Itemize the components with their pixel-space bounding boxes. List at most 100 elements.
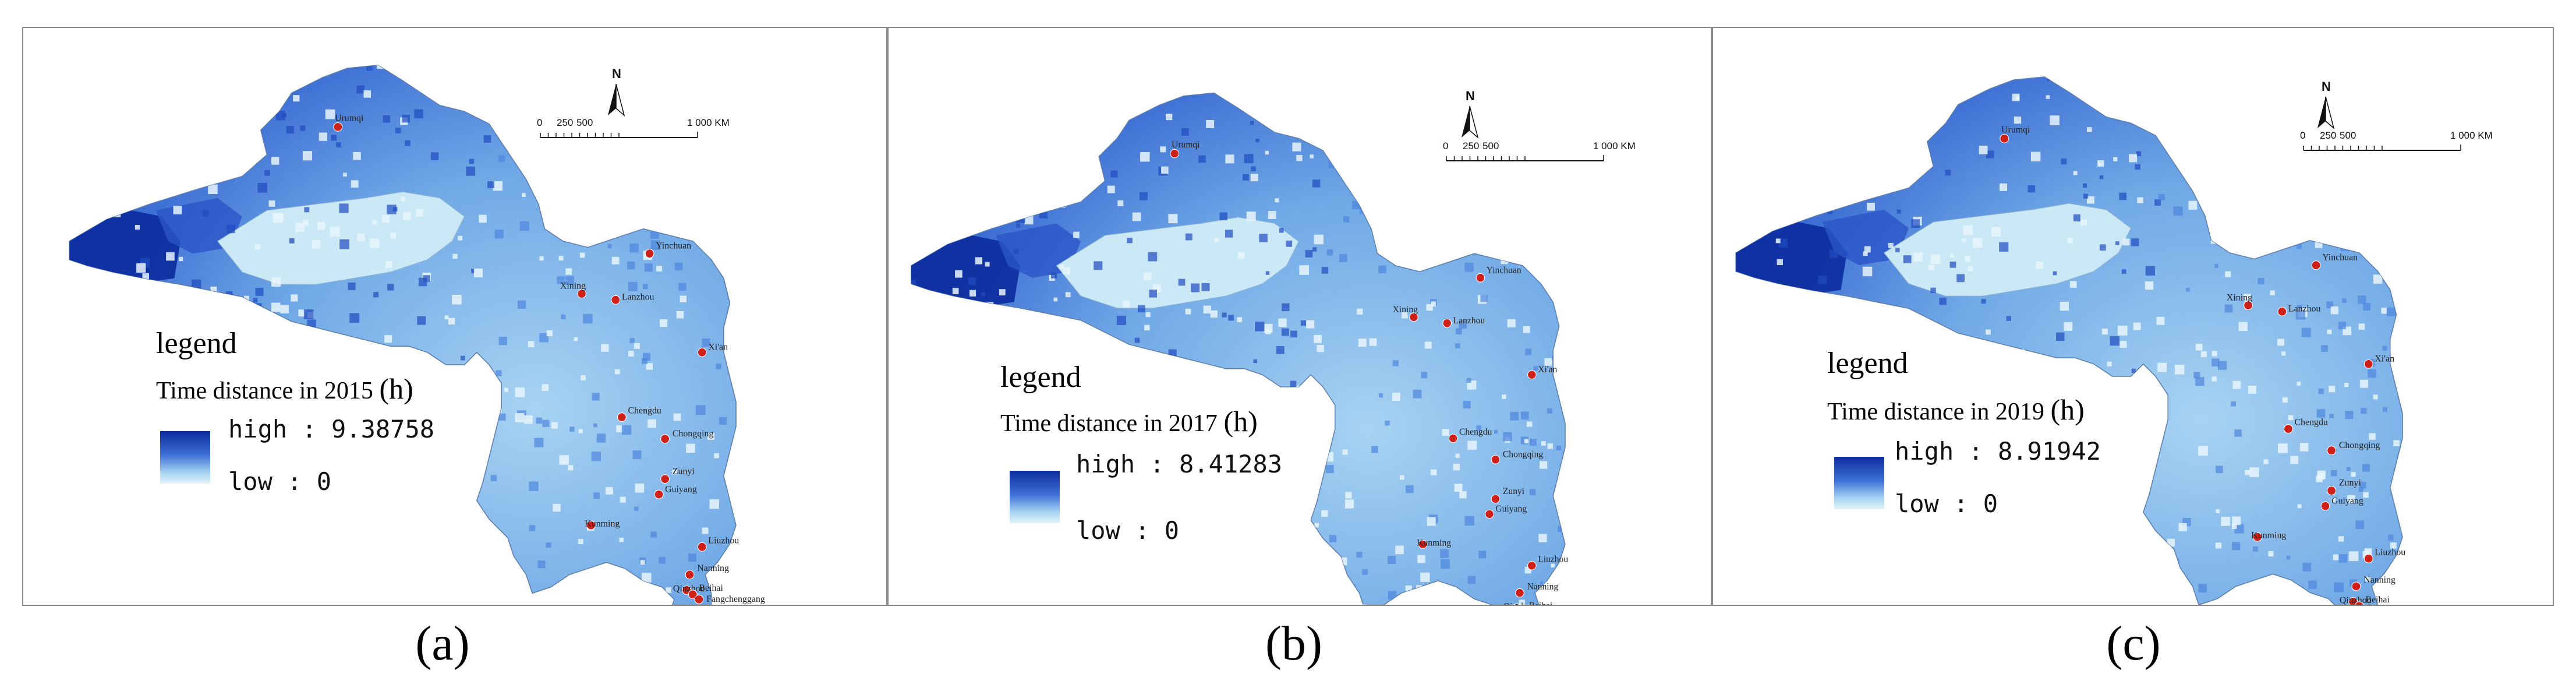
raster-cell	[581, 375, 586, 380]
raster-cell	[1747, 487, 1757, 496]
raster-cell	[646, 363, 653, 370]
raster-cell	[1299, 265, 1309, 275]
raster-cell	[1435, 592, 1443, 601]
raster-cell	[1855, 560, 1864, 570]
raster-cell	[1168, 214, 1178, 224]
raster-cell	[930, 243, 936, 250]
raster-cell	[1046, 132, 1053, 139]
raster-cell	[999, 289, 1006, 296]
raster-cell	[2115, 241, 2119, 245]
raster-cell	[95, 361, 101, 366]
raster-cell	[494, 230, 504, 239]
raster-cell	[709, 499, 719, 509]
raster-cell	[498, 155, 505, 163]
city-marker	[660, 474, 670, 484]
raster-cell	[1485, 109, 1492, 115]
raster-cell	[983, 577, 989, 583]
raster-cell	[1849, 510, 1857, 517]
raster-cell	[946, 185, 954, 192]
raster-cell	[997, 98, 1003, 104]
raster-cell	[530, 118, 536, 124]
raster-cell	[311, 56, 319, 64]
raster-cell	[1836, 313, 1846, 323]
raster-cell	[2378, 144, 2388, 154]
raster-cell	[975, 553, 980, 558]
raster-cell	[421, 492, 426, 497]
raster-cell	[961, 215, 968, 222]
raster-cell	[1140, 152, 1150, 162]
raster-cell	[2301, 179, 2311, 190]
raster-cell	[558, 256, 564, 261]
raster-cell	[1290, 516, 1296, 521]
raster-cell	[1028, 103, 1037, 111]
raster-cell	[385, 260, 392, 268]
raster-cell	[106, 67, 116, 77]
raster-cell	[1237, 480, 1246, 488]
raster-cell	[1250, 174, 1258, 182]
raster-cell	[2083, 487, 2090, 493]
raster-cell	[372, 220, 377, 225]
raster-cell	[462, 394, 471, 404]
raster-cell	[985, 262, 990, 267]
raster-cell	[1803, 555, 1811, 563]
raster-cell	[1167, 549, 1173, 555]
raster-cell	[1770, 162, 1780, 171]
raster-cell	[2198, 446, 2208, 456]
raster-cell	[2375, 93, 2382, 99]
city-label: Yinchuan	[656, 241, 691, 251]
legend-subtitle-text: Time distance in 2017	[1000, 410, 1218, 437]
raster-cell	[2338, 554, 2348, 563]
raster-cell	[620, 96, 629, 104]
raster-cell	[1242, 174, 1249, 181]
raster-cell	[81, 591, 91, 602]
raster-cell	[971, 387, 976, 393]
raster-cell	[402, 115, 410, 123]
raster-cell	[1494, 429, 1498, 434]
raster-cell	[2026, 499, 2032, 505]
raster-cell	[2187, 111, 2192, 117]
raster-cell	[1385, 93, 1390, 98]
city-marker	[1409, 312, 1418, 322]
raster-cell	[1088, 600, 1095, 606]
raster-cell	[1455, 343, 1460, 348]
raster-cell	[1392, 393, 1400, 401]
raster-cell	[2301, 327, 2311, 337]
raster-cell	[261, 523, 266, 527]
raster-cell	[62, 153, 69, 160]
city-label: Qinzhou	[673, 584, 705, 594]
map-panel-a: Urumqi Yinchuan Xining Lanzhou Xi'an Chengdu C…	[22, 27, 887, 606]
raster-cell	[1761, 366, 1767, 372]
raster-cell	[408, 564, 416, 572]
legend-low: low : 0	[228, 467, 332, 496]
legend-low-label: low	[1895, 489, 1939, 518]
raster-cell	[525, 170, 533, 177]
raster-cell	[1842, 101, 1849, 108]
raster-cell	[1086, 357, 1095, 365]
raster-cell	[2135, 164, 2140, 170]
raster-cell	[2205, 105, 2214, 115]
raster-cell	[239, 495, 247, 503]
raster-cell	[919, 514, 925, 520]
raster-cell	[294, 365, 300, 372]
raster-cell	[1132, 212, 1141, 221]
raster-cell	[1919, 132, 1923, 136]
raster-cell	[1000, 336, 1007, 343]
raster-cell	[447, 75, 453, 80]
raster-cell	[456, 376, 466, 386]
legend-high-label: high	[1895, 437, 1954, 466]
raster-cell	[2345, 411, 2354, 419]
raster-cell	[395, 128, 401, 133]
raster-cell	[1096, 582, 1101, 587]
raster-cell	[295, 557, 304, 566]
raster-cell	[450, 410, 459, 419]
raster-cell	[2078, 505, 2085, 512]
raster-cell	[2362, 180, 2370, 188]
caption-c: (c)	[2106, 616, 2161, 671]
raster-cell	[592, 94, 601, 103]
raster-cell	[1037, 180, 1044, 186]
raster-cell	[511, 58, 515, 62]
raster-cell	[471, 72, 476, 76]
raster-cell	[58, 406, 64, 412]
raster-cell	[2073, 360, 2082, 369]
raster-cell	[2281, 351, 2286, 356]
